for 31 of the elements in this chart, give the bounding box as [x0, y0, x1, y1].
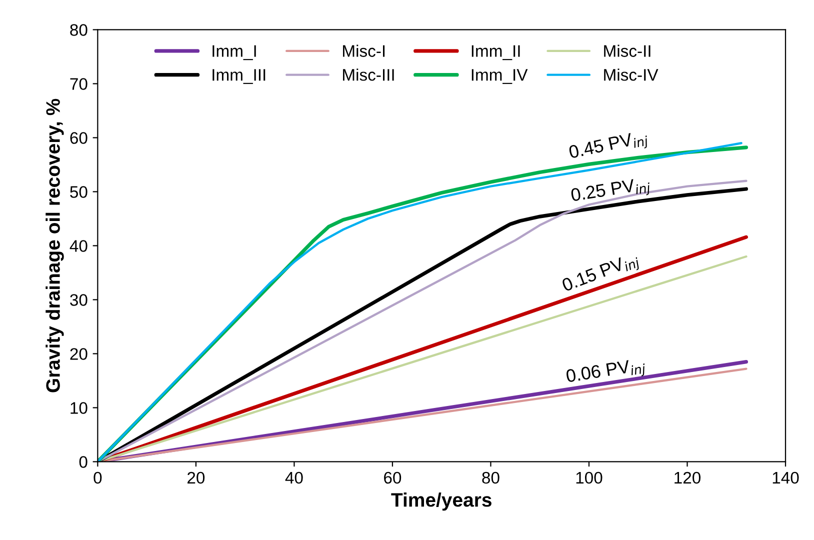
x-tick-label: 20 — [188, 472, 205, 484]
y-tick-label: 10 — [70, 402, 88, 414]
legend-label: Misc-IV — [604, 68, 658, 81]
y-tick-label: 30 — [70, 294, 88, 306]
x-tick-label: 140 — [772, 472, 799, 484]
annotation: 0.45 PV$_{inj}$ — [568, 130, 650, 164]
x-tick-label: 80 — [482, 472, 500, 484]
y-tick-label: 40 — [70, 240, 88, 252]
legend-label: Imm_I — [212, 45, 256, 60]
x-axis-title: Time/years — [391, 492, 492, 511]
annotation: 0.06 PV$_{inj}$ — [566, 358, 646, 388]
x-tick-label: 0 — [94, 472, 102, 484]
legend-label: Imm_III — [212, 69, 266, 84]
legend-label: Misc-I — [343, 44, 385, 57]
annotation: 0.15 PV$_{inj}$ — [561, 252, 642, 297]
y-axis-title: Gravity drainage oil recovery, % — [46, 98, 64, 392]
y-tick-label: 0 — [79, 456, 88, 468]
y-tick-label: 70 — [70, 78, 88, 90]
legend-label: Imm_IV — [472, 69, 528, 84]
legend-label: Imm_II — [472, 45, 520, 60]
legend-label: Misc-III — [343, 68, 394, 81]
x-tick-label: 100 — [576, 472, 602, 484]
y-tick-label: 80 — [70, 24, 88, 36]
y-tick-label: 60 — [70, 132, 88, 144]
legend-label: Misc-II — [604, 44, 650, 57]
annotation: 0.25 PV$_{inj}$ — [570, 176, 652, 207]
x-tick-label: 120 — [674, 472, 700, 484]
y-tick-label: 50 — [70, 186, 88, 198]
y-tick-label: 20 — [70, 348, 88, 360]
x-tick-label: 60 — [384, 472, 402, 484]
x-tick-label: 40 — [285, 472, 303, 484]
